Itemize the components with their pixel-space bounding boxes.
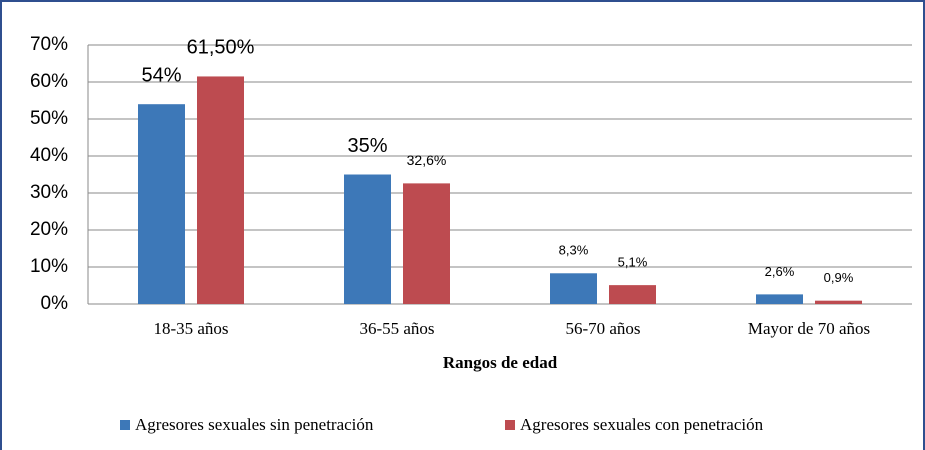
y-tick-label: 30% [30,182,68,203]
data-label: 0,9% [824,270,854,285]
bar [815,300,862,304]
data-label: 2,6% [765,264,795,279]
y-tick-label: 10% [30,256,68,277]
x-tick-label: Mayor de 70 años [748,319,870,338]
x-tick-label: 36-55 años [359,319,434,338]
bar [197,76,244,304]
bar [344,174,391,304]
data-label: 5,1% [618,255,648,270]
bar [403,183,450,304]
legend-label: Agresores sexuales sin penetración [135,415,374,434]
legend-swatch [505,420,515,430]
data-label: 35% [347,135,387,157]
y-tick-label: 60% [30,71,68,92]
data-label: 61,50% [187,37,255,59]
y-tick-label: 40% [30,145,68,166]
legend-swatch [120,420,130,430]
x-tick-label: 18-35 años [153,319,228,338]
data-label: 54% [141,64,181,86]
legend-label: Agresores sexuales con penetración [520,415,764,434]
y-tick-label: 50% [30,108,68,129]
bar [609,285,656,304]
x-tick-label: 56-70 años [565,319,640,338]
data-label: 32,6% [407,152,447,168]
y-tick-label: 70% [30,34,68,55]
x-axis-label: Rangos de edad [443,353,558,372]
bar [138,104,185,304]
y-tick-label: 20% [30,219,68,240]
data-label: 8,3% [559,243,589,258]
bar [756,294,803,304]
y-tick-label: 0% [41,293,69,314]
bar [550,273,597,304]
